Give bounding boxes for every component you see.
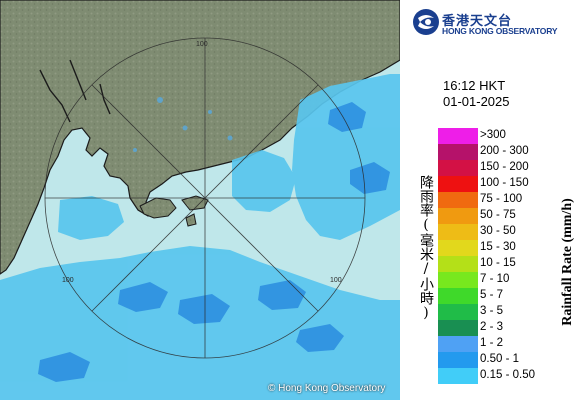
legend-row: 5 - 7 [438,288,577,304]
legend-label: 15 - 30 [480,241,516,253]
info-panel [400,0,577,400]
legend-label: 0.15 - 0.50 [480,369,535,381]
legend-swatch [438,368,478,384]
rain-echo-moderate [38,102,390,382]
legend-swatch [438,256,478,272]
legend-label: 30 - 50 [480,225,516,237]
legend-swatch [438,208,478,224]
legend-row: 7 - 10 [438,272,577,288]
legend-swatch [438,192,478,208]
legend-label: 5 - 7 [480,289,504,301]
radar-range-rings [44,37,366,359]
observatory-swirl-icon [413,9,439,35]
legend-row: 15 - 30 [438,240,577,256]
legend-row: 200 - 300 [438,144,577,160]
legend-label: 7 - 10 [480,273,510,285]
range-label-right: 100 [330,277,342,284]
legend-swatch [438,176,478,192]
observation-time: 16:12 HKT [443,78,506,93]
legend-row: 100 - 150 [438,176,577,192]
legend-swatch [438,352,478,368]
legend-label: >300 [480,129,506,141]
legend-swatch [438,288,478,304]
inland-water [133,97,233,152]
legend-swatch [438,272,478,288]
legend-swatch [438,160,478,176]
legend-row: 10 - 15 [438,256,577,272]
legend-swatch [438,320,478,336]
legend-row: >300 [438,128,577,144]
legend-title-chinese: 降雨率(毫米/小時) [418,175,434,321]
legend-swatch [438,240,478,256]
legend-row: 1 - 2 [438,336,577,352]
legend-row: 150 - 200 [438,160,577,176]
legend-row: 0.15 - 0.50 [438,368,577,384]
range-label-top: 100 [196,41,208,48]
legend-label: 0.50 - 1 [480,353,519,365]
legend-row: 3 - 5 [438,304,577,320]
logo-english-name: HONG KONG OBSERVATORY [442,26,558,36]
legend-swatch [438,336,478,352]
legend-label: 2 - 3 [480,321,504,333]
legend-label: 100 - 150 [480,177,529,189]
legend-label: 3 - 5 [480,305,504,317]
observation-date: 01-01-2025 [443,94,510,109]
hko-logo[interactable]: 香港天文台 HONG KONG OBSERVATORY [412,8,572,38]
legend-label: 10 - 15 [480,257,516,269]
legend-row: 75 - 100 [438,192,577,208]
legend-label: 150 - 200 [480,161,529,173]
legend-label: 75 - 100 [480,193,523,205]
legend-row: 50 - 75 [438,208,577,224]
legend-row: 30 - 50 [438,224,577,240]
river-channel [39,59,111,123]
lamma-island [185,213,197,227]
legend-swatch [438,224,478,240]
legend-row: 0.50 - 1 [438,352,577,368]
legend-swatch [438,128,478,144]
hk-island [181,195,209,211]
legend-label: 200 - 300 [480,145,529,157]
range-label-left: 100 [62,277,74,284]
legend-label: 50 - 75 [480,209,516,221]
copyright-notice: © Hong Kong Observatory [268,383,386,394]
radar-map[interactable]: 100 100 100 © Hong Kong Observatory [0,0,400,400]
legend-swatch [438,144,478,160]
legend-swatch [438,304,478,320]
radar-map-image: 100 100 100 [0,0,400,400]
legend-row: 2 - 3 [438,320,577,336]
logo-chinese-name: 香港天文台 [442,14,513,29]
legend-label: 1 - 2 [480,337,504,349]
